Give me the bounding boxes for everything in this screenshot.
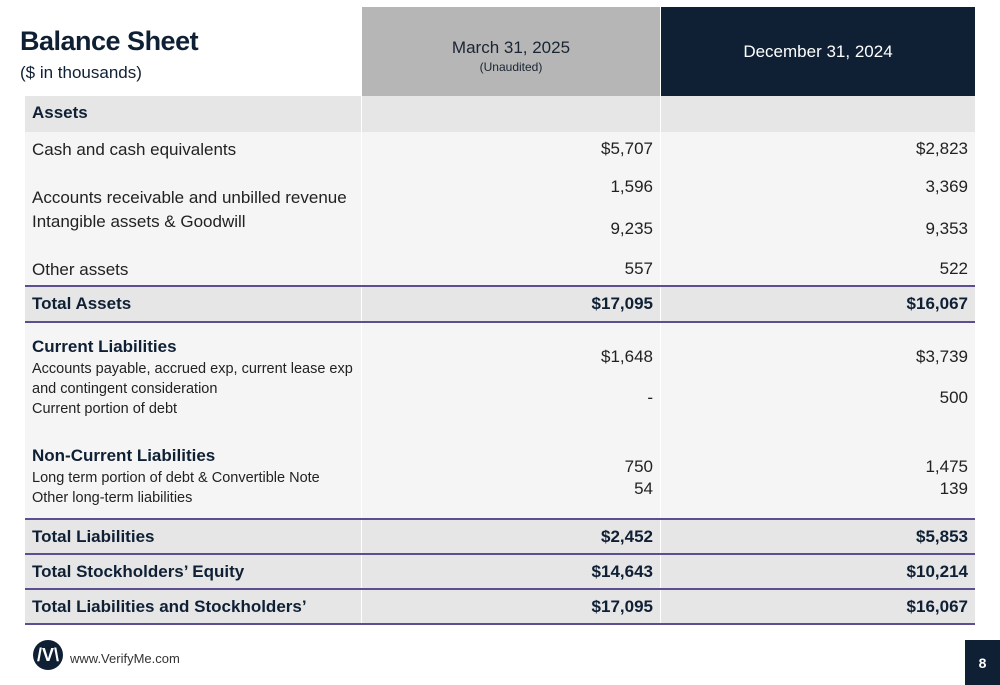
- row-value: 522: [939, 259, 968, 278]
- total-liab-equity-q2: $16,067: [906, 597, 968, 616]
- row-label: Current portion of debt: [32, 401, 178, 417]
- row-value: $2,823: [916, 139, 968, 158]
- total-assets-band: [25, 287, 975, 321]
- divider-line: [25, 553, 975, 555]
- assets-body-band: [25, 132, 975, 286]
- total-equity-band: [25, 555, 975, 589]
- total-liabilities-band: [25, 520, 975, 554]
- current-liabilities-heading: Current Liabilities: [32, 337, 177, 356]
- total-liab-equity-q1: $17,095: [591, 597, 653, 616]
- website-link[interactable]: www.VerifyMe.com: [70, 651, 180, 666]
- row-label: Accounts payable, accrued exp, current l…: [32, 361, 353, 377]
- divider-line: [25, 321, 975, 323]
- row-value: 9,353: [925, 219, 968, 238]
- row-label: and contingent consideration: [32, 381, 218, 397]
- row-value: 750: [624, 457, 653, 476]
- total-equity-label: Total Stockholders’ Equity: [32, 562, 245, 581]
- total-assets-label: Total Assets: [32, 294, 132, 313]
- column-date: March 31, 2025: [451, 38, 571, 57]
- row-label: Cash and cash equivalents: [32, 140, 237, 159]
- total-assets-q1: $17,095: [591, 294, 653, 313]
- row-value: 54: [634, 479, 653, 498]
- total-equity-q2: $10,214: [906, 562, 968, 581]
- row-value: $3,739: [916, 347, 968, 366]
- row-value: 557: [624, 259, 653, 278]
- page-number: 8: [965, 640, 1000, 685]
- row-value: 9,235: [610, 219, 653, 238]
- divider-line: [25, 588, 975, 590]
- row-label: Other long-term liabilities: [32, 490, 193, 506]
- row-value: $5,707: [601, 139, 653, 158]
- column-header-december-2024: December 31, 2024: [661, 7, 975, 96]
- liabilities-body-band: [25, 323, 975, 518]
- row-value: 500: [939, 388, 968, 407]
- row-label: Intangible assets & Goodwill: [32, 212, 246, 231]
- page-subtitle: ($ in thousands): [20, 63, 142, 82]
- divider-line: [25, 623, 975, 625]
- row-value: -: [647, 388, 653, 407]
- row-label: Accounts receivable and unbilled revenue: [32, 188, 347, 207]
- column-note: (Unaudited): [479, 60, 543, 74]
- row-label: Long term portion of debt & Convertible …: [32, 470, 320, 486]
- row-label: Other assets: [32, 260, 129, 279]
- total-liab-equity-label: Total Liabilities and Stockholders’: [32, 597, 307, 616]
- total-liabilities-q2: $5,853: [916, 527, 968, 546]
- row-value: 139: [939, 479, 968, 498]
- row-value: $1,648: [601, 347, 653, 366]
- divider-line: [25, 285, 975, 287]
- total-liabilities-label: Total Liabilities: [32, 527, 155, 546]
- divider-line: [25, 518, 975, 520]
- total-assets-q2: $16,067: [906, 294, 968, 313]
- assets-heading-band: [25, 96, 975, 132]
- row-value: 1,475: [925, 457, 968, 476]
- total-liabilities-q1: $2,452: [601, 527, 653, 546]
- column-date: December 31, 2024: [743, 42, 893, 61]
- noncurrent-liabilities-heading: Non-Current Liabilities: [32, 446, 216, 465]
- total-equity-q1: $14,643: [591, 562, 653, 581]
- company-logo: /V\: [33, 640, 63, 670]
- column-header-march-2025: March 31, 2025 (Unaudited): [362, 7, 660, 96]
- page-title: Balance Sheet: [20, 26, 199, 56]
- row-value: 3,369: [925, 177, 968, 196]
- row-value: 1,596: [610, 177, 653, 196]
- assets-heading: Assets: [32, 103, 88, 122]
- total-liab-equity-band: [25, 590, 975, 624]
